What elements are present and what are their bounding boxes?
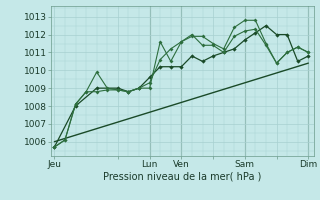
X-axis label: Pression niveau de la mer( hPa ): Pression niveau de la mer( hPa ) (103, 172, 261, 182)
